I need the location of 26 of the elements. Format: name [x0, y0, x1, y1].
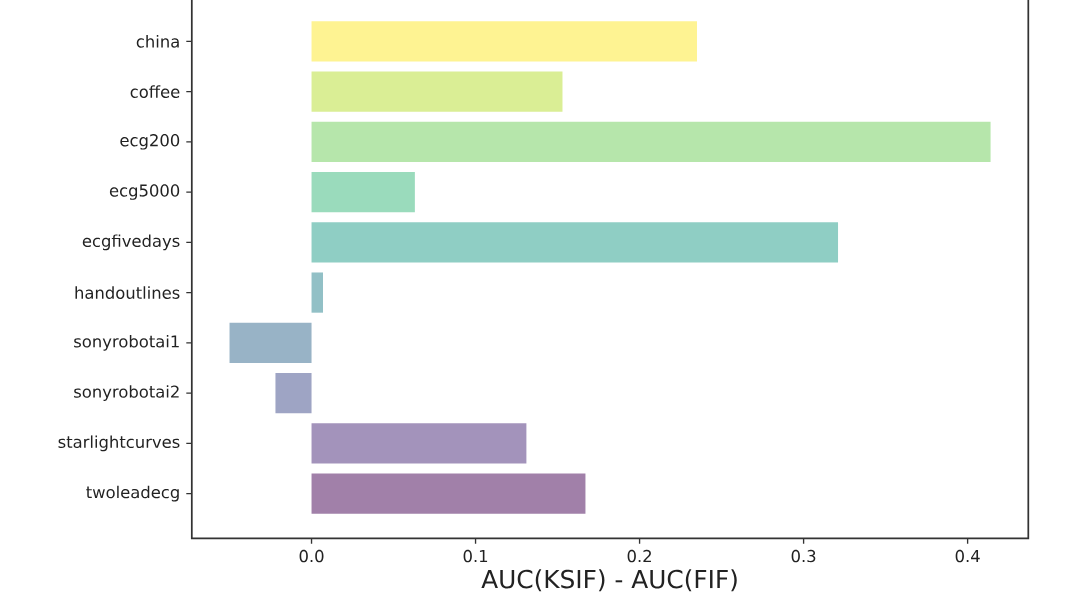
x-axis-title: AUC(KSIF) - AUC(FIF): [481, 569, 737, 592]
y-tick-label: sonyrobotai1: [74, 334, 179, 351]
bar: [311, 473, 586, 514]
bar: [311, 21, 697, 62]
x-tick-label: 0.3: [791, 549, 816, 563]
x-tick-label: 0.2: [627, 549, 651, 563]
bar: [275, 372, 312, 414]
x-tick-label: 0.4: [955, 549, 980, 563]
y-tick-label: starlightcurves: [58, 435, 180, 452]
y-tick-label: sonyrobotai2: [74, 385, 179, 402]
x-tick-label: 0.1: [463, 549, 488, 563]
bar: [311, 423, 527, 464]
y-tick-label: ecg200: [120, 134, 180, 150]
y-tick-label: twoleadecg: [86, 485, 179, 502]
y-tick-label: ecgfivedays: [82, 234, 180, 251]
y-tick-label: ecg5000: [109, 184, 180, 200]
bar: [311, 71, 563, 112]
y-tick-label: china: [136, 34, 179, 48]
bar: [311, 171, 415, 213]
y-tick-label: coffee: [130, 85, 180, 98]
bar: [311, 121, 991, 162]
bar: [311, 222, 839, 263]
x-tick-label: 0.0: [299, 549, 324, 563]
bar: [311, 272, 324, 313]
bar: [229, 322, 312, 363]
y-tick-label: handoutlines: [75, 286, 180, 299]
